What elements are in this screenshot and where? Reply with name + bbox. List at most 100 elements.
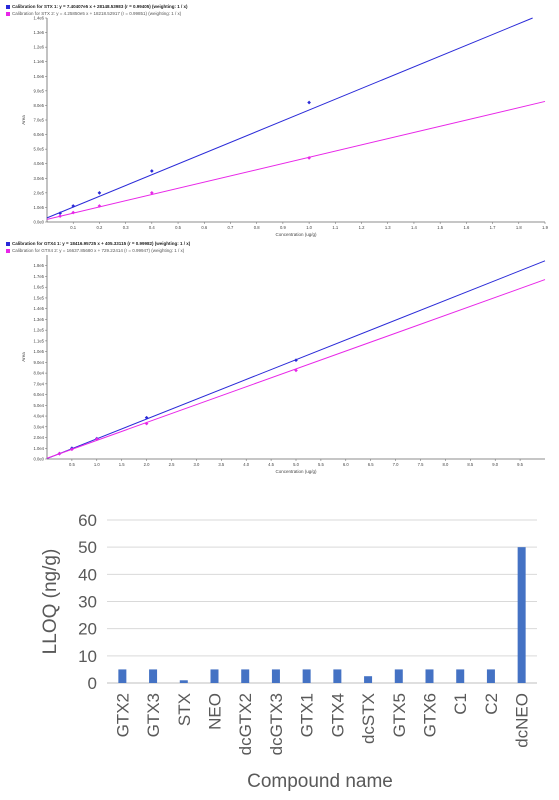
x-tick-label: 0.1 xyxy=(70,225,76,230)
x-tick-label: STX xyxy=(175,693,194,726)
y-tick-label: 0.0e0 xyxy=(34,457,45,462)
y-tick-label: 1.3e5 xyxy=(34,317,45,322)
y-tick-label: 3.0e4 xyxy=(34,424,45,429)
series-1-point xyxy=(58,211,62,216)
y-axis-label: LLOQ (ng/g) xyxy=(40,549,61,655)
series-1-point xyxy=(71,204,76,208)
x-tick-label: 9.0 xyxy=(492,462,498,467)
calibration-chart-stx: Calibration for STX 1: y = 7.40407e5 x +… xyxy=(0,0,559,245)
y-tick-label: 9.0e5 xyxy=(34,88,45,93)
x-tick-label: 5.5 xyxy=(318,462,324,467)
y-tick-label: 5.0e4 xyxy=(34,403,45,408)
y-tick-label: 6.0e4 xyxy=(34,392,45,397)
calibration-chart-gtx4: Calibration for GTX4 1: y = 18416.95725 … xyxy=(0,237,559,482)
bar-dcGTX3 xyxy=(271,669,280,683)
series-2-point xyxy=(57,451,62,456)
x-tick-label: NEO xyxy=(206,693,225,730)
bar-GTX2 xyxy=(118,669,127,683)
calibration-plot-gtx4: 0.0e0 1.0e4 2.0e4 3.0e4 4.0e4 5.0e4 6.0e4 7.0e4… xyxy=(21,255,546,474)
bar-STX xyxy=(179,680,188,683)
x-tick-label: 6.5 xyxy=(368,462,374,467)
series-2-point xyxy=(70,447,74,452)
x-tick-label: 1.7 xyxy=(490,225,496,230)
bar-GTX3 xyxy=(149,669,158,683)
y-tick-label: 1.0e5 xyxy=(34,349,45,354)
series-2-point xyxy=(150,191,154,195)
x-axis-label: Compound name xyxy=(247,771,393,792)
x-tick-label: 1.0 xyxy=(94,462,100,467)
x-tick-label: 1.3 xyxy=(385,225,391,230)
x-axis-label: Concentration (ug/g) xyxy=(275,232,317,237)
y-tick-label: 1.2e5 xyxy=(34,328,45,333)
y-tick-label: 4.0e5 xyxy=(34,161,45,166)
y-tick-label: 4.0e4 xyxy=(34,414,45,419)
y-tick-label: 1.0e4 xyxy=(34,446,45,451)
bar-GTX6 xyxy=(425,669,434,683)
series-2-point xyxy=(294,368,298,373)
series-2-marker-icon xyxy=(6,248,10,253)
bar-GTX4 xyxy=(333,669,342,683)
x-tick-label: GTX1 xyxy=(298,693,317,737)
series-2-point xyxy=(71,210,76,215)
y-tick-label: 1.4e6 xyxy=(34,16,45,21)
x-tick-label: 0.4 xyxy=(149,225,155,230)
series-2-point xyxy=(97,204,102,208)
x-tick-label: 7.5 xyxy=(418,462,424,467)
x-axis-label: Concentration (ug/g) xyxy=(275,469,317,474)
series-2-point xyxy=(94,437,99,441)
y-tick-label: 1.1e5 xyxy=(34,338,45,343)
series-2-point xyxy=(144,421,149,426)
series-1-point xyxy=(150,169,154,173)
calibration-subtitle-gtx4: Calibration for GTX4 2: y = 16637.85680 … xyxy=(6,248,184,253)
x-tick-label: 3.0 xyxy=(193,462,199,467)
x-tick-label: 1.5 xyxy=(437,225,443,230)
y-axis-label: Area xyxy=(21,115,26,125)
series-1-point xyxy=(144,415,149,420)
bar-dcSTX xyxy=(364,676,373,683)
calibration-subtitle-stx: Calibration for STX 2: y = 4.25850e5 x +… xyxy=(6,11,181,16)
x-tick-label: 1.2 xyxy=(359,225,365,230)
y-tick-label: 2.0e5 xyxy=(34,190,45,195)
y-tick-label: 60 xyxy=(78,511,97,530)
x-tick-label: 2.0 xyxy=(144,462,150,467)
y-tick-label: 8.0e4 xyxy=(34,371,45,376)
y-tick-label: 10 xyxy=(78,647,97,666)
x-tick-label: C2 xyxy=(482,693,501,715)
calibration-title-gtx4: Calibration for GTX4 1: y = 18416.95725 … xyxy=(6,241,190,246)
y-tick-label: 1.8e5 xyxy=(34,263,45,268)
y-tick-label: 1.3e6 xyxy=(34,30,45,35)
series-2-marker-icon xyxy=(6,11,10,16)
bar-dcGTX2 xyxy=(241,669,250,683)
bar-GTX1 xyxy=(302,669,311,683)
y-tick-label: 1.1e6 xyxy=(34,59,45,64)
x-tick-label: 8.5 xyxy=(467,462,473,467)
x-tick-label: 0.9 xyxy=(280,225,286,230)
x-tick-label: 5.0 xyxy=(293,462,299,467)
bar-GTX5 xyxy=(394,669,403,683)
series-2-point xyxy=(307,156,311,160)
x-tick-label: 0.6 xyxy=(201,225,207,230)
x-tick-label: 2.5 xyxy=(169,462,175,467)
y-tick-label: 30 xyxy=(78,593,97,612)
bar-dcNEO xyxy=(517,547,526,683)
bar-C2 xyxy=(486,669,495,683)
series-1-point xyxy=(97,191,102,195)
x-tick-label: GTX3 xyxy=(144,693,163,737)
series-2-fit-line xyxy=(46,100,546,220)
x-tick-label: 1.9 xyxy=(542,225,548,230)
y-tick-label: 7.0e5 xyxy=(34,118,45,123)
y-tick-label: 2.0e4 xyxy=(34,435,45,440)
x-tick-label: dcGTX2 xyxy=(236,693,255,755)
lloq-bar-plot: 0 10 20 30 40 50 60 GTX2 GTX3 STX NEO dcGTX2 dcGTX3 G… xyxy=(40,511,537,792)
x-tick-label: 3.5 xyxy=(218,462,224,467)
y-tick-label: 50 xyxy=(78,538,97,557)
series-1-point xyxy=(294,358,298,363)
y-tick-label: 1.0e6 xyxy=(34,74,45,79)
y-tick-label: 8.0e5 xyxy=(34,103,45,108)
x-tick-label: 1.1 xyxy=(332,225,338,230)
y-tick-label: 0.0e0 xyxy=(34,220,45,225)
lloq-bar-chart: 0 10 20 30 40 50 60 GTX2 GTX3 STX NEO dcGTX2 dcGTX3 G… xyxy=(0,495,559,800)
series-1-point xyxy=(307,100,311,105)
y-tick-label: 9.0e4 xyxy=(34,360,45,365)
bar-NEO xyxy=(210,669,219,683)
